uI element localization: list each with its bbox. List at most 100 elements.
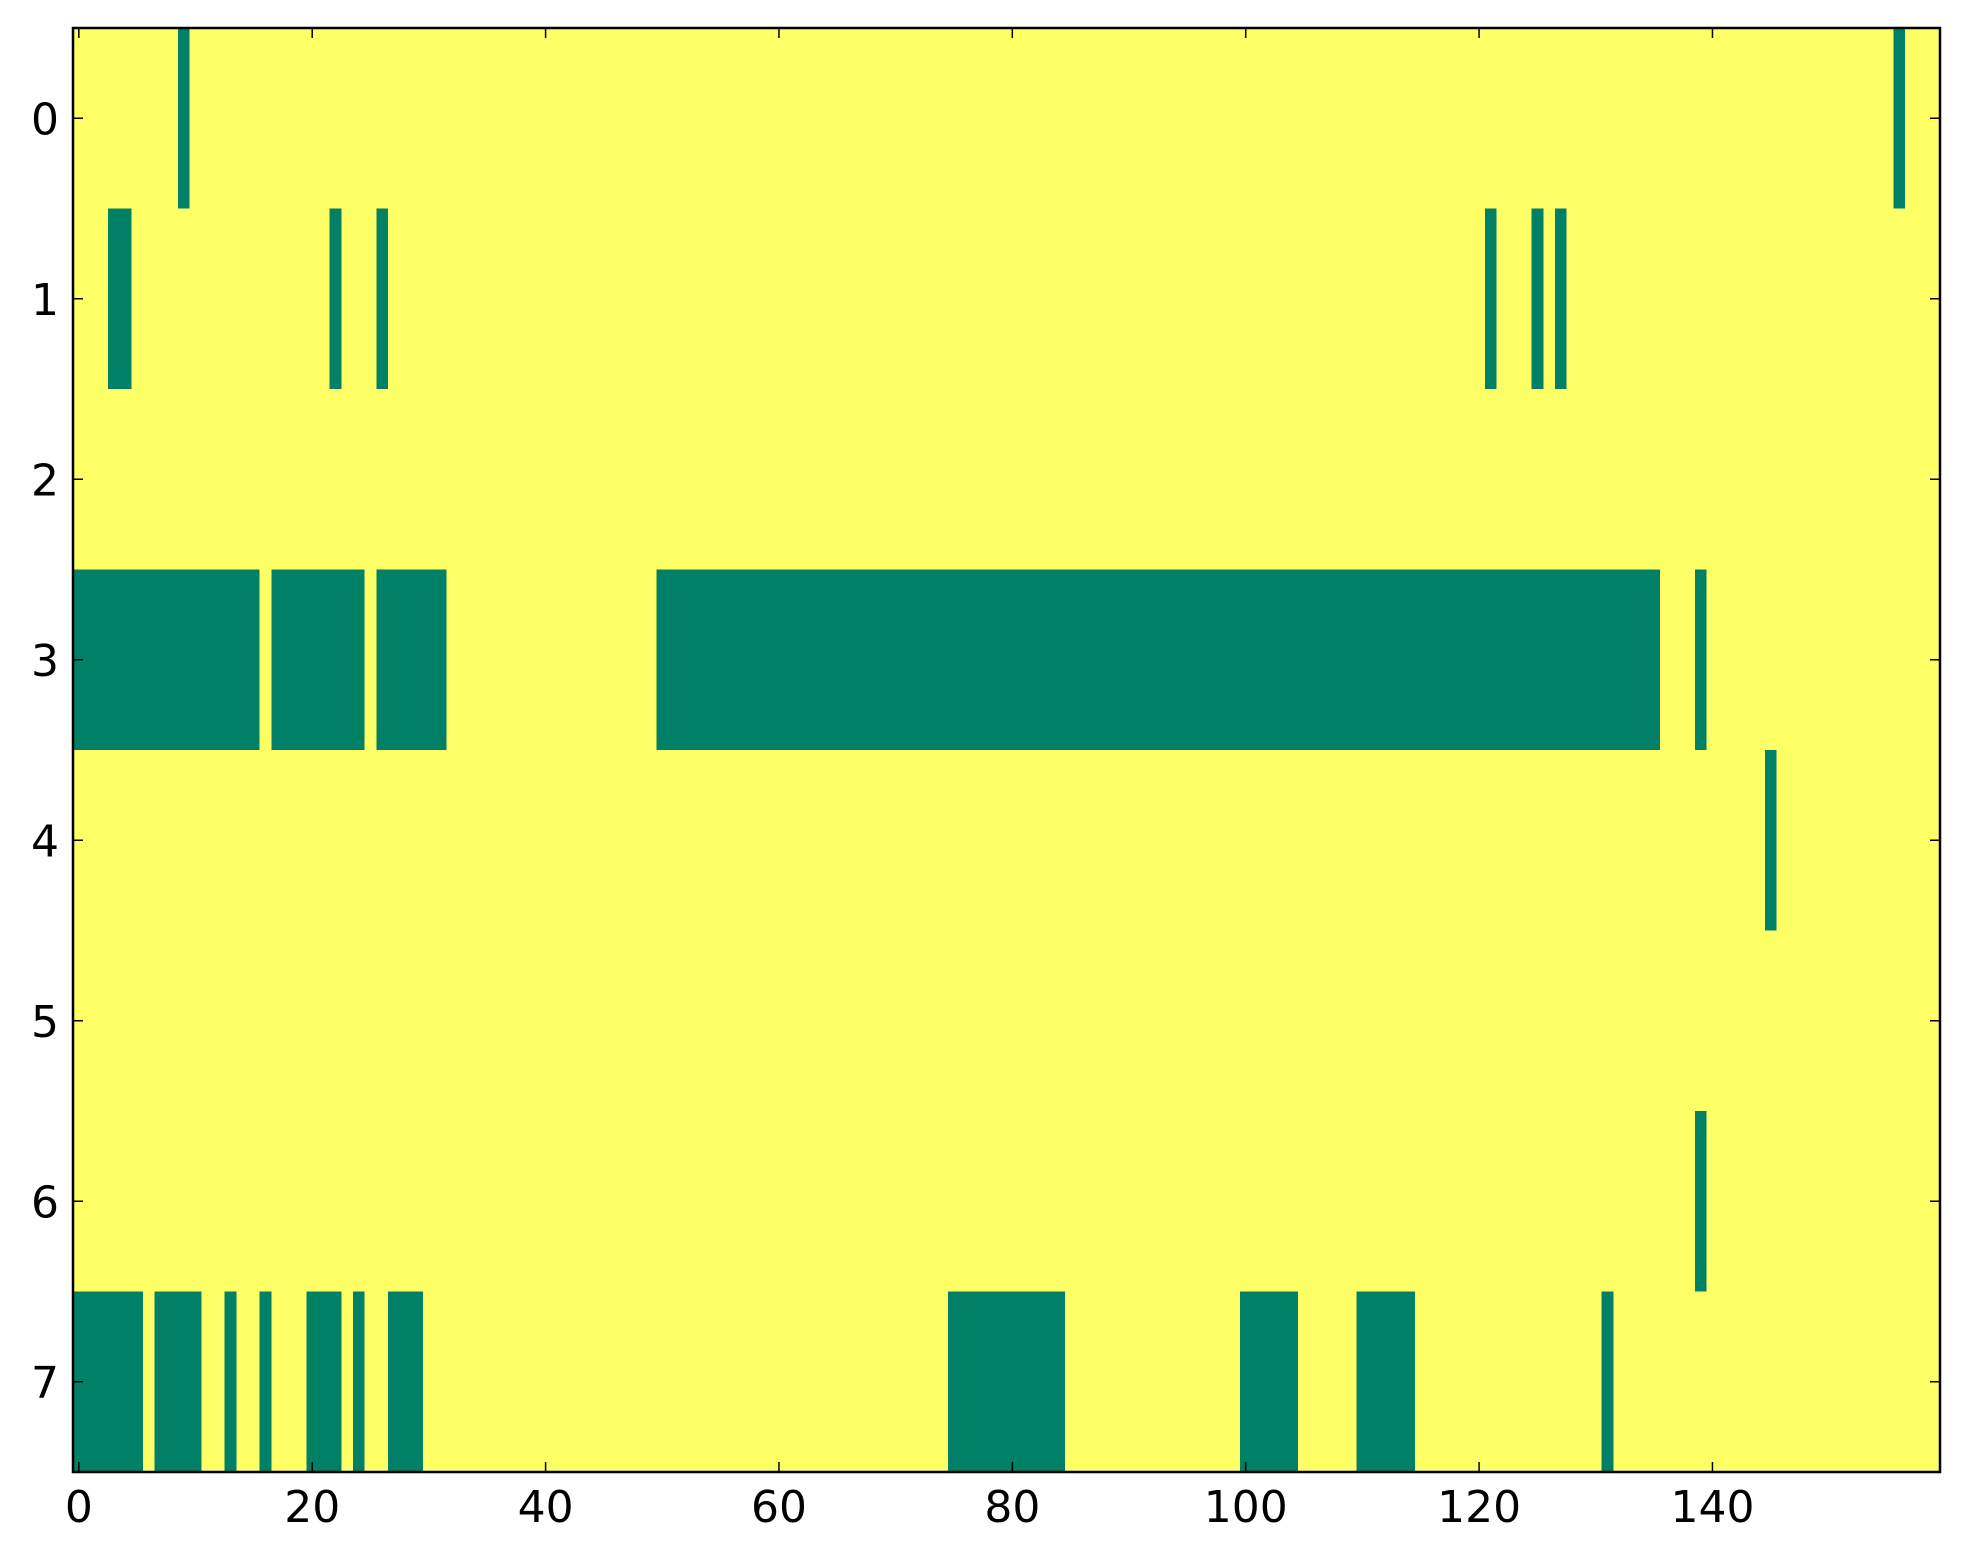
cell xyxy=(1146,208,1159,390)
cell xyxy=(913,1291,926,1473)
cell xyxy=(318,28,331,210)
cell xyxy=(1496,930,1509,1112)
cell xyxy=(1216,208,1229,390)
cell xyxy=(1321,1291,1334,1473)
cell xyxy=(808,569,821,751)
cell xyxy=(1484,930,1498,1112)
cell xyxy=(889,569,903,751)
cell xyxy=(353,208,366,390)
cell xyxy=(1648,930,1661,1112)
cell xyxy=(1309,750,1323,932)
cell xyxy=(248,208,261,390)
cell xyxy=(586,930,599,1112)
cell xyxy=(1053,1291,1066,1473)
cell xyxy=(1694,930,1708,1112)
cell xyxy=(1158,930,1171,1112)
cell xyxy=(761,1111,774,1293)
cell xyxy=(1484,750,1498,932)
cell xyxy=(1741,569,1754,751)
cell xyxy=(574,208,588,390)
cell xyxy=(399,930,412,1112)
cell xyxy=(154,569,167,751)
cell xyxy=(808,389,821,571)
cell xyxy=(1274,208,1288,390)
cell xyxy=(644,930,658,1112)
cell xyxy=(1461,389,1474,571)
cell xyxy=(1916,389,1929,571)
cell xyxy=(504,750,518,932)
cell xyxy=(679,569,693,751)
cell xyxy=(563,1291,576,1473)
cell xyxy=(201,930,214,1112)
cell xyxy=(854,208,868,390)
cell xyxy=(586,1291,599,1473)
cell xyxy=(901,569,914,751)
cell xyxy=(621,930,634,1112)
cell xyxy=(271,208,284,390)
cell xyxy=(866,389,879,571)
cell xyxy=(1566,28,1579,210)
cell xyxy=(1566,208,1579,390)
cell xyxy=(1554,1291,1568,1473)
cell xyxy=(1041,750,1054,932)
cell xyxy=(1893,930,1906,1112)
cell xyxy=(143,569,156,751)
cell xyxy=(213,389,226,571)
cell xyxy=(528,208,541,390)
cell xyxy=(1589,569,1603,751)
cell xyxy=(411,750,424,932)
cell xyxy=(679,750,693,932)
cell xyxy=(633,28,646,210)
cell xyxy=(586,389,599,571)
cell xyxy=(1543,1291,1556,1473)
cell xyxy=(1554,389,1568,571)
cell xyxy=(1881,930,1894,1112)
cell xyxy=(1519,389,1533,571)
cell xyxy=(1741,750,1754,932)
cell xyxy=(878,750,891,932)
cell xyxy=(1823,1111,1836,1293)
cell xyxy=(1729,569,1743,751)
cell xyxy=(1146,389,1159,571)
cell xyxy=(318,389,331,571)
cell xyxy=(1088,1111,1101,1293)
cell xyxy=(1018,208,1031,390)
cell xyxy=(108,28,121,210)
cell xyxy=(983,930,996,1112)
cell xyxy=(1683,750,1696,932)
cell xyxy=(621,1111,634,1293)
cell xyxy=(84,208,97,390)
cell xyxy=(1146,1291,1159,1473)
cell xyxy=(726,750,739,932)
cell xyxy=(1321,1111,1334,1293)
cell xyxy=(1041,28,1054,210)
cell xyxy=(1496,1291,1509,1473)
cell xyxy=(1613,389,1626,571)
cell xyxy=(1344,389,1358,571)
cell xyxy=(1321,750,1334,932)
cell xyxy=(178,569,191,751)
cell xyxy=(166,28,179,210)
cell xyxy=(749,1291,763,1473)
cell xyxy=(131,1291,144,1473)
cell xyxy=(1776,1291,1789,1473)
cell xyxy=(983,1111,996,1293)
cell xyxy=(901,28,914,210)
cell xyxy=(1321,28,1334,210)
cell xyxy=(808,28,821,210)
cell xyxy=(353,930,366,1112)
cell xyxy=(796,1111,809,1293)
cell xyxy=(1064,1111,1078,1293)
cell xyxy=(539,930,553,1112)
cell xyxy=(1321,389,1334,571)
cell xyxy=(178,1111,191,1293)
cell xyxy=(504,1291,518,1473)
cell xyxy=(726,930,739,1112)
cell xyxy=(749,930,763,1112)
cell xyxy=(773,569,786,751)
cell xyxy=(1158,1111,1171,1293)
cell xyxy=(1764,750,1778,932)
cell xyxy=(1274,1291,1288,1473)
